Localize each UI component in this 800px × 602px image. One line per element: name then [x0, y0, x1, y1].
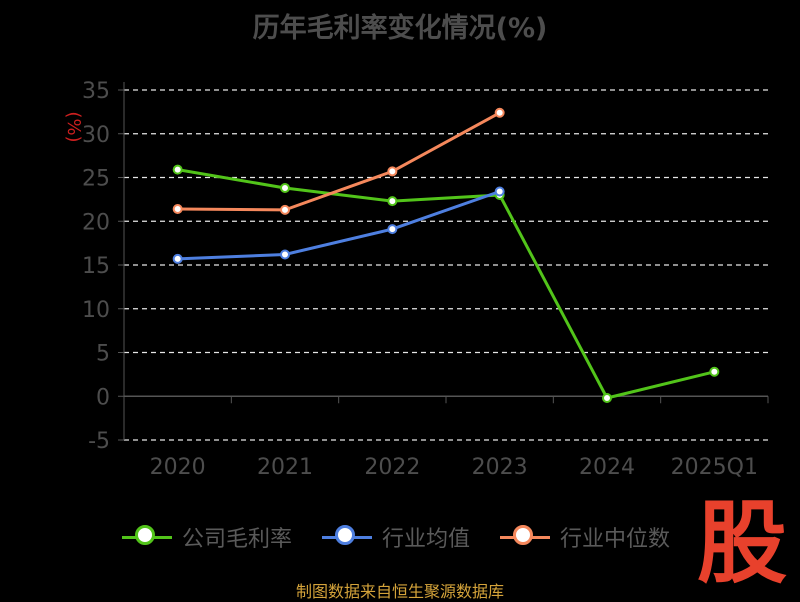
y-axis-label: (%): [63, 111, 84, 142]
x-tick-label: 2020: [150, 455, 206, 480]
data-point: [280, 183, 290, 193]
data-point: [387, 196, 398, 207]
series-1: [172, 186, 505, 264]
y-tick-label: 35: [82, 79, 110, 104]
data-point: [494, 186, 505, 197]
y-tick-label: 10: [82, 298, 110, 323]
legend-label: 公司毛利率: [182, 527, 293, 552]
series-lines: [172, 107, 720, 403]
y-tick-label: 30: [82, 123, 110, 148]
data-point: [280, 249, 290, 260]
data-point: [709, 366, 720, 377]
axes: [118, 82, 769, 441]
x-tick-label: 2021: [257, 455, 313, 480]
x-tick-label: 2025Q1: [671, 455, 758, 480]
series-0: [172, 164, 720, 403]
legend-marker-dot: [335, 524, 355, 545]
data-point: [172, 164, 183, 175]
legend-item[interactable]: 行业均值: [322, 520, 470, 554]
y-tick-label: 20: [82, 210, 110, 235]
y-tick-label: 15: [82, 254, 110, 279]
data-point: [387, 166, 398, 177]
chart-title: 历年毛利率变化情况(%): [252, 13, 548, 44]
legend-label: 行业均值: [382, 527, 471, 552]
legend-marker: [122, 524, 172, 545]
data-point: [494, 107, 505, 118]
y-tick-label: 25: [82, 167, 110, 192]
legend-marker: [322, 524, 372, 545]
data-source-note: 制图数据来自恒生聚源数据库: [295, 582, 504, 601]
x-tick-label: 2023: [472, 455, 528, 480]
legend-marker-dot: [513, 524, 533, 545]
x-tick-label: 2024: [579, 455, 635, 480]
series-line: [177, 190, 501, 261]
data-point: [280, 204, 290, 215]
legend-item[interactable]: 公司毛利率: [122, 520, 292, 554]
data-point: [602, 393, 612, 403]
series-line: [177, 168, 715, 400]
y-tick-label: 0: [96, 385, 110, 410]
brand-logo: 股: [697, 491, 787, 596]
y-tick-label: -5: [88, 429, 110, 454]
legend-item[interactable]: 行业中位数: [500, 520, 670, 554]
y-tick-label: 5: [96, 342, 110, 367]
data-point: [172, 204, 183, 214]
data-point: [172, 253, 183, 264]
series-line: [177, 111, 501, 212]
legend-marker: [500, 524, 550, 545]
data-point: [387, 224, 398, 235]
axis-labels: 35 30 25 20 15 10 5 0 -5 2020 2021 2022 2023 2024 2025…: [63, 79, 758, 480]
legend-marker-dot: [135, 524, 155, 545]
series-2: [172, 107, 505, 215]
legend-label: 行业中位数: [560, 527, 671, 552]
x-tick-label: 2022: [364, 455, 420, 480]
